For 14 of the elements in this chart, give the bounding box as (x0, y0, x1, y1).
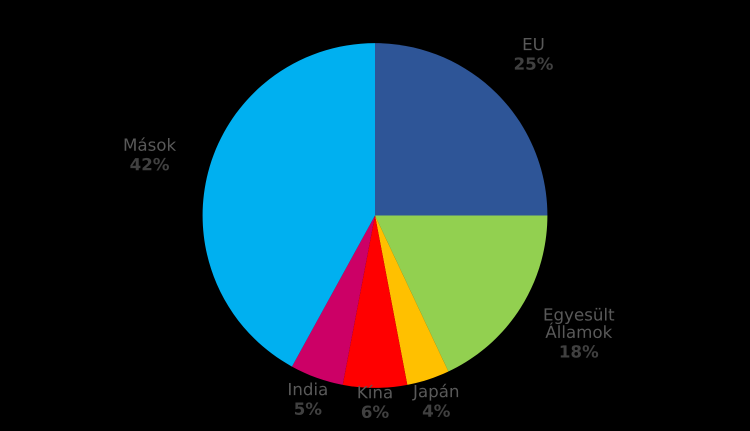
data-label: 4% (422, 404, 450, 417)
data-label: 5% (294, 402, 322, 415)
pie-slice (375, 216, 448, 385)
data-label: 18% (560, 345, 598, 358)
data-label: 6% (362, 405, 389, 418)
slice-label: Japán (412, 384, 458, 401)
slice-label: Mások (124, 137, 176, 151)
pie-slice (202, 43, 375, 367)
data-label: 42% (130, 158, 169, 171)
slice-label: EU (524, 38, 544, 50)
data-label: 25% (514, 57, 553, 70)
slice-label: Kína (358, 384, 392, 398)
slice-label: India (289, 382, 327, 396)
slice-label: Egyesült Államok (544, 308, 614, 338)
